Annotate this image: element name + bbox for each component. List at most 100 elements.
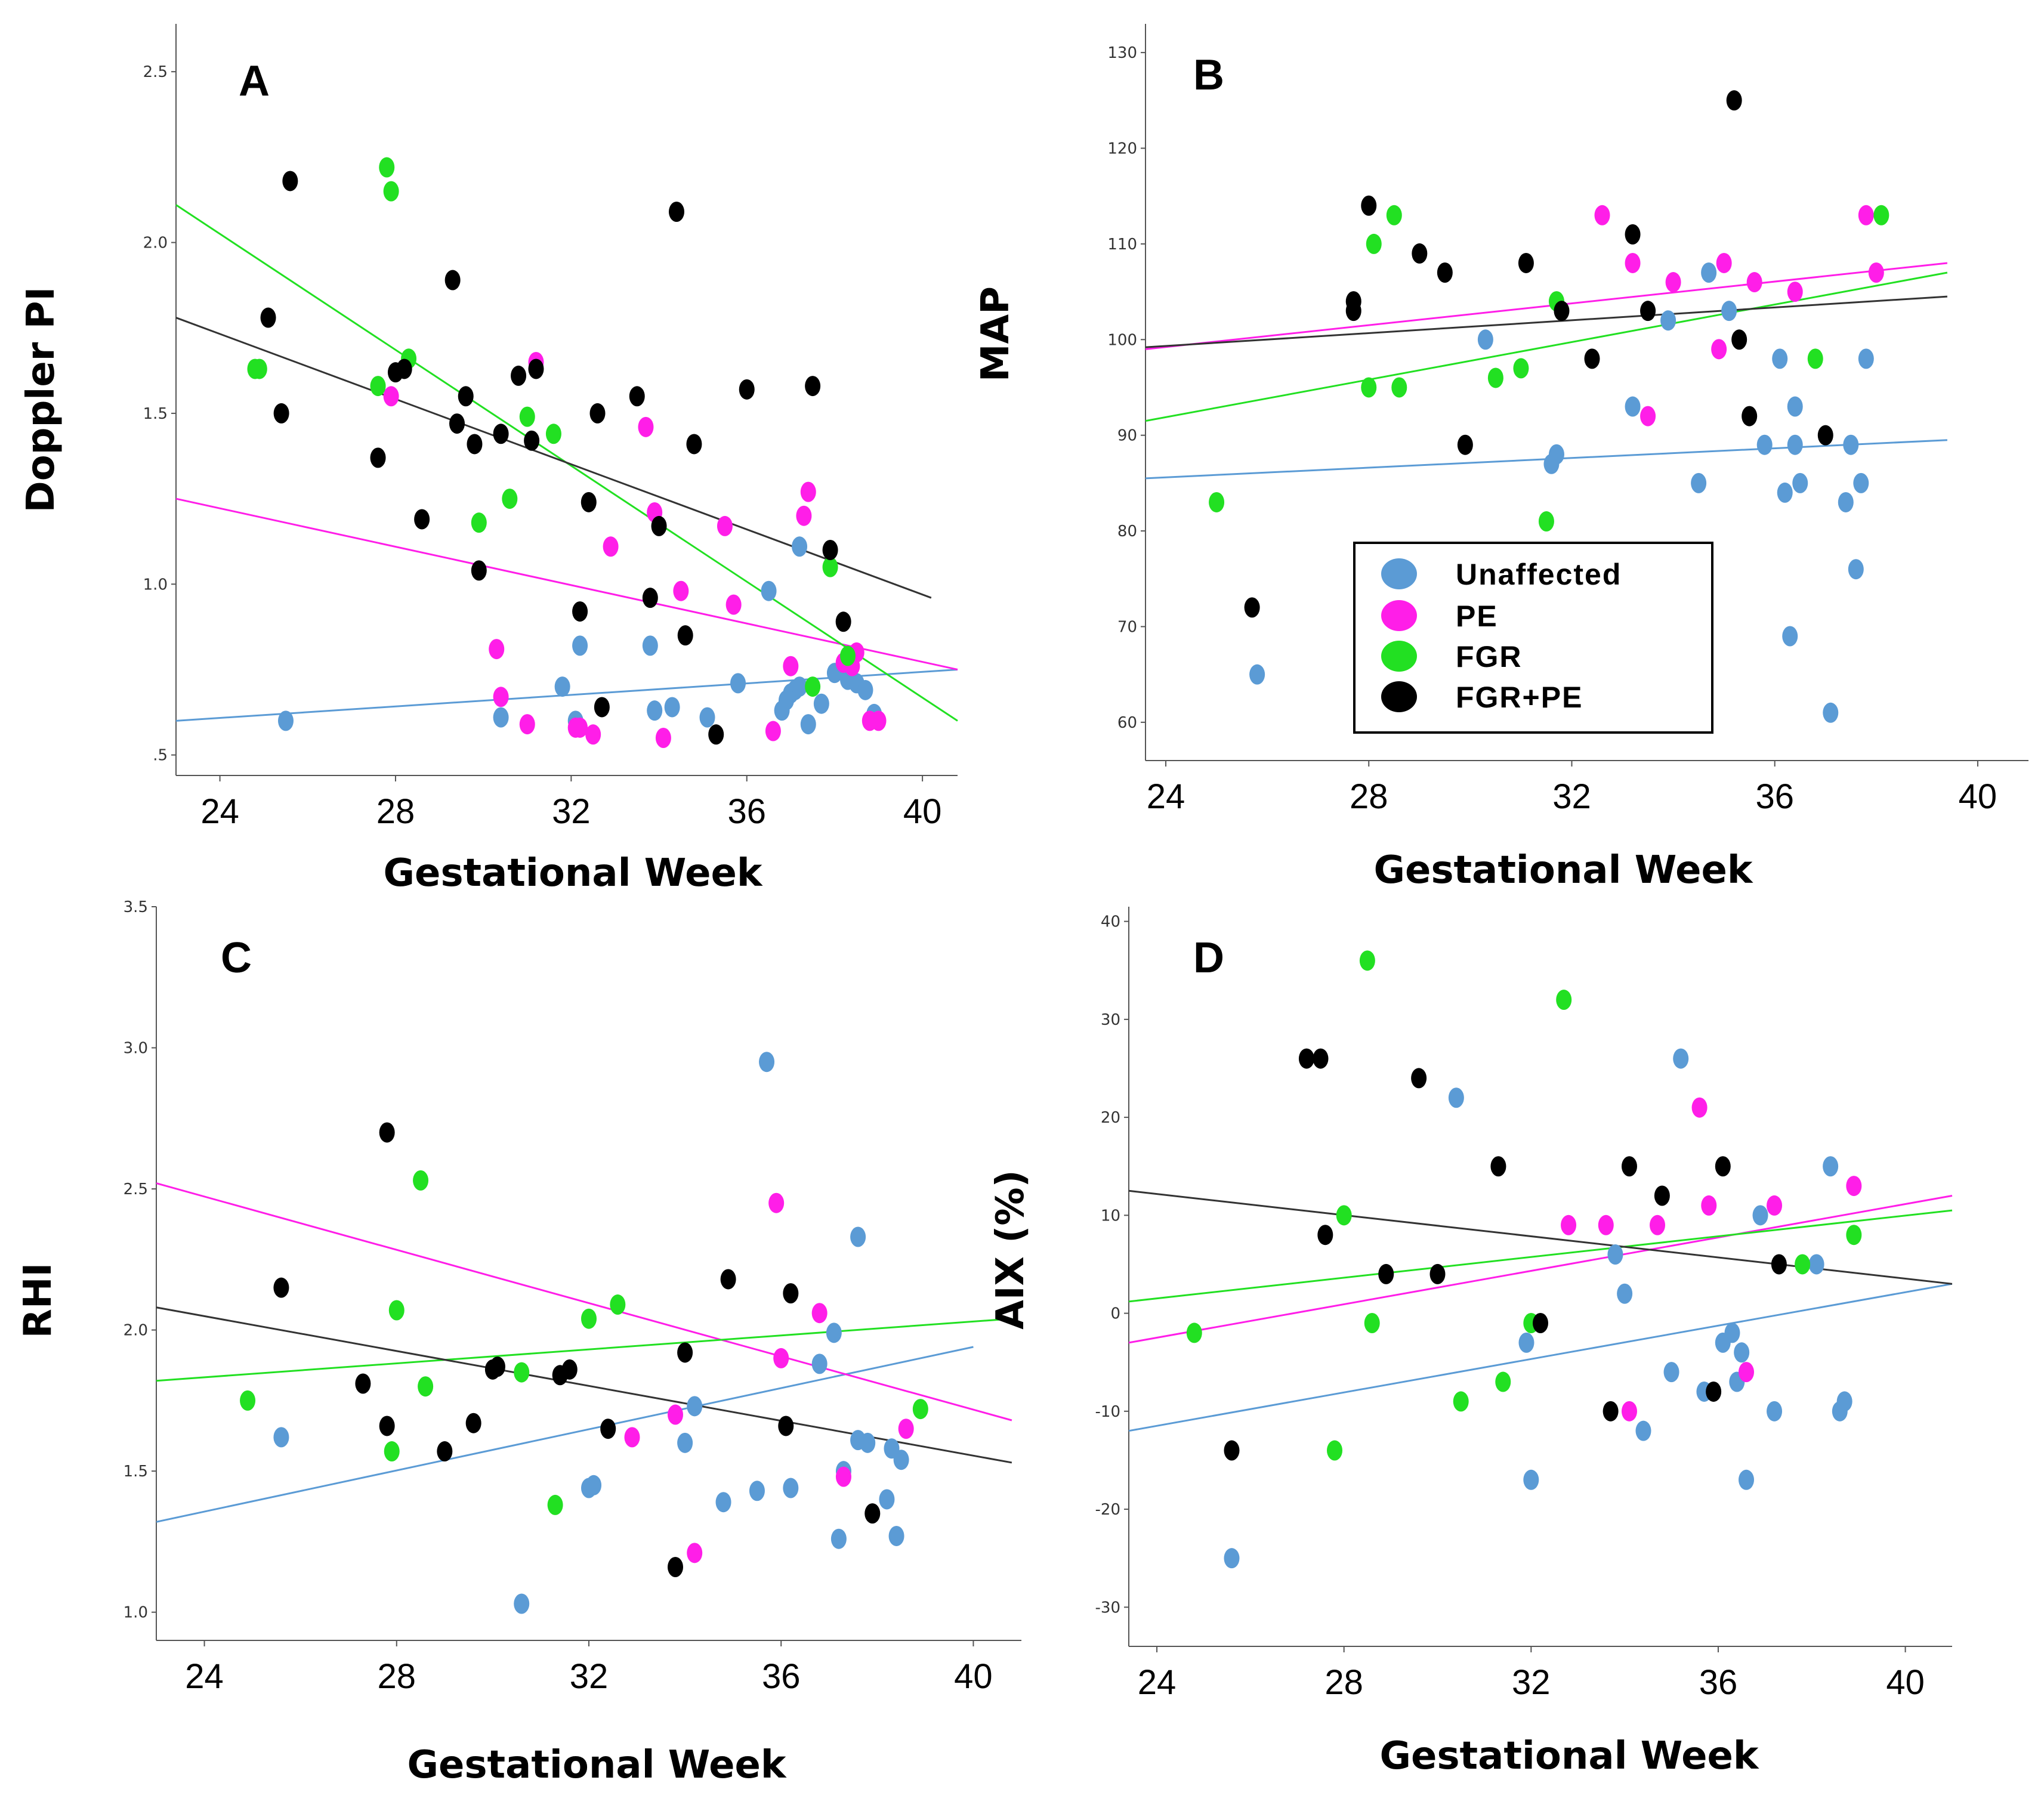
legend-label-fgr-pe: FGR+PE bbox=[1456, 681, 1583, 714]
panel-a-point-unaffected bbox=[761, 580, 777, 601]
panel-d-point-fgr-pe bbox=[1603, 1401, 1619, 1421]
panel-d-point-fgr bbox=[1359, 950, 1375, 971]
panel-b-y-tick-label: 120 bbox=[1107, 140, 1137, 158]
panel-a-point-fgr-pe bbox=[511, 365, 527, 386]
panel-b-point-fgr-pe bbox=[1726, 90, 1742, 111]
panel-b-label: B bbox=[1193, 51, 1224, 99]
panel-a-point-fgr-pe bbox=[471, 560, 487, 581]
panel-c-point-fgr bbox=[514, 1362, 530, 1383]
panel-a-point-fgr-pe bbox=[739, 379, 755, 400]
panel-c-point-unaffected bbox=[826, 1322, 842, 1343]
panel-b-point-pe bbox=[1640, 406, 1656, 427]
panel-a-point-unaffected bbox=[554, 676, 570, 697]
panel-c-y-tick-label: 3.0 bbox=[123, 1040, 148, 1058]
panel-c-point-unaffected bbox=[850, 1226, 866, 1247]
panel-d-point-pe bbox=[1598, 1215, 1614, 1235]
panel-d-point-unaffected bbox=[1752, 1205, 1768, 1226]
panel-d-point-unaffected bbox=[1523, 1469, 1539, 1490]
panel-d-label: D bbox=[1193, 934, 1224, 982]
panel-b-x-tick-label: 40 bbox=[1959, 777, 1997, 816]
panel-c-point-fgr-pe bbox=[561, 1359, 578, 1380]
panel-d-point-fgr bbox=[1556, 990, 1572, 1010]
panel-a-x-tick-label: 36 bbox=[727, 792, 766, 831]
panel-b-y-tick-label: 110 bbox=[1107, 236, 1137, 254]
panel-c-point-unaffected bbox=[759, 1052, 775, 1073]
panel-b-point-fgr bbox=[1386, 205, 1402, 225]
panel-a-x-tick-label: 24 bbox=[200, 792, 239, 831]
panel-d-y-tick-label: 30 bbox=[1101, 1011, 1120, 1029]
legend: Unaffected PE FGR FGR+PE bbox=[1353, 542, 1713, 734]
panel-d-point-unaffected bbox=[1739, 1469, 1754, 1490]
panel-c-y-tick-label: 3.5 bbox=[123, 898, 148, 916]
panel-a-point-pe bbox=[783, 656, 799, 676]
panel-b-y-axis-label: MAP bbox=[974, 286, 1018, 382]
panel-c-x-tick-label: 40 bbox=[954, 1657, 993, 1696]
panel-a-point-pe bbox=[585, 724, 601, 745]
panel-b-point-fgr bbox=[1366, 233, 1382, 254]
panel-d-point-fgr-pe bbox=[1706, 1381, 1722, 1402]
panel-a-point-fgr-pe bbox=[273, 403, 289, 424]
panel-b-point-unaffected bbox=[1721, 301, 1737, 322]
panel-d-point-unaffected bbox=[1808, 1254, 1824, 1275]
panel-b-point-pe bbox=[1594, 205, 1610, 225]
panel-c-point-unaffected bbox=[893, 1450, 909, 1470]
panel-d-point-unaffected bbox=[1836, 1391, 1852, 1412]
panel-b-point-unaffected bbox=[1787, 434, 1803, 455]
panel-d-point-fgr-pe bbox=[1771, 1254, 1787, 1275]
panel-a-point-pe bbox=[796, 505, 812, 526]
panel-d-point-fgr-pe bbox=[1317, 1225, 1333, 1246]
panel-a-point-fgr-pe bbox=[444, 270, 461, 291]
panel-d-point-fgr bbox=[1453, 1391, 1469, 1412]
panel-b-fit-line-pe bbox=[1145, 262, 1948, 350]
panel-b-point-unaffected bbox=[1249, 664, 1265, 685]
panel-c-point-fgr-pe bbox=[864, 1503, 881, 1524]
panel-d-point-fgr bbox=[1495, 1371, 1511, 1392]
panel-d-point-fgr bbox=[1327, 1440, 1342, 1461]
panel-d-point-fgr-pe bbox=[1224, 1440, 1240, 1461]
panel-b-x-tick-label: 32 bbox=[1552, 777, 1591, 816]
panel-d-aix: D AIX (%) Gestational Week -30 -20 -10 0 10 2… bbox=[989, 907, 1953, 1778]
legend-item-pe: PE bbox=[1381, 599, 1497, 633]
panel-a-point-fgr-pe bbox=[642, 588, 658, 608]
panel-c-point-unaffected bbox=[586, 1475, 602, 1495]
panel-a-fit-line-unaffected bbox=[175, 668, 958, 722]
panel-a-fit-line-pe bbox=[175, 497, 958, 670]
panel-d-point-unaffected bbox=[1823, 1156, 1839, 1177]
panel-a-point-fgr-pe bbox=[467, 434, 483, 455]
panel-c-point-unaffected bbox=[811, 1353, 828, 1374]
panel-a-point-fgr bbox=[251, 359, 267, 379]
panel-c-point-fgr-pe bbox=[783, 1283, 799, 1304]
panel-b-fit-line-fgr bbox=[1145, 271, 1948, 422]
panel-a-point-unaffected bbox=[642, 635, 658, 656]
panel-b-y-tick-label: 60 bbox=[1117, 714, 1137, 732]
panel-a-point-pe bbox=[489, 639, 505, 660]
panel-b-point-fgr bbox=[1873, 205, 1889, 225]
panel-a-point-fgr bbox=[519, 406, 535, 427]
legend-marker-pe bbox=[1381, 600, 1417, 631]
panel-b-point-unaffected bbox=[1691, 472, 1707, 493]
panel-d-x-tick-label: 32 bbox=[1512, 1663, 1551, 1702]
panel-c-point-fgr-pe bbox=[677, 1342, 693, 1363]
panel-c-point-unaffected bbox=[830, 1528, 847, 1549]
panel-c-point-fgr-pe bbox=[778, 1416, 794, 1436]
panel-d-point-fgr-pe bbox=[1533, 1313, 1548, 1334]
panel-a-point-fgr bbox=[379, 157, 395, 178]
panel-d-y-tick-label: -10 bbox=[1095, 1403, 1120, 1421]
panel-a-point-fgr-pe bbox=[589, 403, 606, 424]
panel-b-point-unaffected bbox=[1625, 396, 1641, 417]
panel-c-x-tick-label: 28 bbox=[378, 1657, 416, 1696]
panel-a-point-unaffected bbox=[277, 710, 294, 731]
panel-b-point-fgr bbox=[1391, 377, 1407, 398]
panel-c-point-fgr-pe bbox=[668, 1557, 683, 1577]
panel-a-point-unaffected bbox=[857, 679, 873, 700]
panel-a-x-tick-label: 28 bbox=[376, 792, 415, 831]
panel-b-point-fgr-pe bbox=[1345, 301, 1361, 322]
panel-c-point-fgr-pe bbox=[600, 1419, 616, 1439]
panel-a-point-fgr-pe bbox=[651, 515, 667, 536]
panel-a-point-pe bbox=[655, 728, 671, 748]
panel-c-point-fgr-pe bbox=[355, 1373, 371, 1394]
panel-a-point-fgr bbox=[822, 557, 838, 577]
panel-c-x-axis-label: Gestational Week bbox=[407, 1743, 787, 1787]
panel-c-point-pe bbox=[668, 1404, 683, 1425]
